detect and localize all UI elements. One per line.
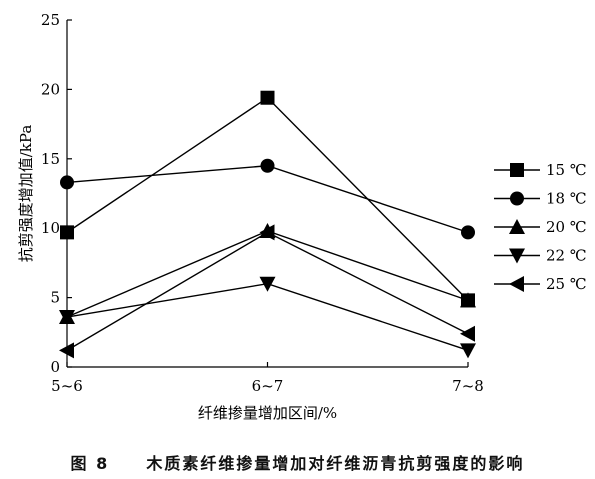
x-tick-label: 6~7 — [252, 377, 284, 395]
chart-axes: 0 5 10 15 20 25 5~6 6~7 7~8 纤维掺量增加区间/% 抗剪强度增加值/kPa — [17, 11, 484, 422]
data-point — [259, 224, 275, 241]
data-point — [260, 90, 275, 105]
x-axis-label: 纤维掺量增加区间/% — [198, 404, 337, 422]
legend-label: 25 ℃ — [546, 275, 587, 293]
legend-label: 20 ℃ — [546, 218, 587, 236]
legend-marker — [509, 248, 525, 264]
series-line — [66, 230, 469, 318]
figure-caption-text: 木质素纤维掺量增加对纤维沥青抗剪强度的影响 — [146, 454, 525, 473]
series-line — [66, 283, 469, 352]
series-line — [66, 96, 469, 301]
data-point — [59, 342, 74, 359]
series-1 — [60, 90, 475, 308]
series-2 — [60, 158, 475, 240]
legend-marker — [510, 191, 524, 206]
legend-marker — [509, 276, 524, 292]
y-tick-label: 10 — [41, 219, 60, 237]
legend-marker — [510, 163, 524, 177]
y-tick-label: 25 — [41, 11, 60, 29]
data-point — [460, 325, 475, 342]
y-tick-label: 0 — [50, 358, 60, 376]
legend-label: 15 ℃ — [546, 161, 587, 179]
legend-label: 18 ℃ — [546, 190, 587, 208]
series-line — [66, 165, 469, 234]
legend-entry: 15 ℃ — [494, 161, 587, 179]
legend-marker — [509, 219, 525, 234]
legend-entry: 22 ℃ — [494, 247, 587, 265]
data-point — [461, 225, 475, 240]
chart-legend: 15 ℃ 18 ℃ 20 ℃ 22 ℃ 25 ℃ — [494, 161, 587, 293]
series-3 — [59, 222, 476, 325]
data-point — [259, 276, 276, 292]
figure-caption: 图 8 木质素纤维掺量增加对纤维沥青抗剪强度的影响 — [0, 450, 595, 474]
x-tick-label: 5~6 — [51, 377, 83, 395]
figure-caption-label: 图 8 — [70, 454, 110, 473]
line-chart: 0 5 10 15 20 25 5~6 6~7 7~8 纤维掺量增加区间/% 抗剪强度增加值/kPa… — [17, 11, 587, 422]
data-point — [60, 225, 74, 240]
chart-series — [59, 90, 476, 359]
data-point — [460, 292, 476, 308]
y-axis-label: 抗剪强度增加值/kPa — [17, 125, 35, 263]
y-tick-label: 15 — [41, 150, 60, 168]
legend-label: 22 ℃ — [546, 247, 587, 265]
series-4 — [59, 276, 476, 359]
y-tick-label: 20 — [41, 80, 60, 98]
legend-entry: 18 ℃ — [494, 190, 587, 208]
series-5 — [59, 224, 475, 359]
x-tick-label: 7~8 — [452, 377, 484, 395]
legend-entry: 20 ℃ — [494, 218, 587, 236]
data-point — [60, 175, 74, 190]
data-point — [260, 158, 275, 173]
y-tick-label: 5 — [50, 289, 60, 307]
data-point — [460, 343, 476, 359]
data-point — [59, 310, 75, 326]
legend-entry: 25 ℃ — [494, 275, 587, 293]
